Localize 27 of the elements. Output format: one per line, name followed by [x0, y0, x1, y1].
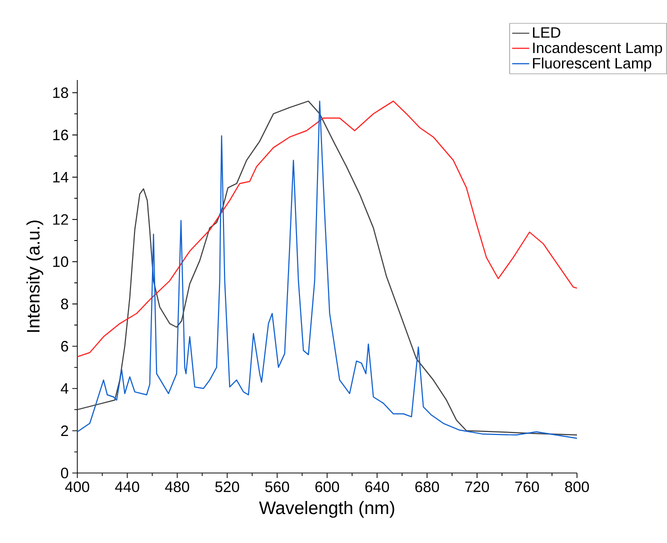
y-tick-label: 2	[61, 425, 68, 436]
x-axis-title: Wavelength (nm)	[259, 501, 394, 518]
y-tick-label: 10	[53, 256, 68, 268]
x-tick-label: 600	[315, 482, 340, 492]
x-tick-label: 640	[365, 482, 390, 492]
legend-label: Fluorescent Lamp	[533, 58, 652, 72]
x-tick-label: 520	[215, 482, 240, 492]
y-tick-label: 4	[60, 383, 68, 394]
x-tick-label: 480	[165, 482, 190, 492]
x-tick-label: 440	[115, 482, 140, 492]
y-tick-label: 0	[61, 468, 68, 478]
x-tick-label: 400	[65, 482, 90, 492]
y-tick-label: 8	[61, 298, 68, 310]
x-tick-label: 800	[565, 482, 589, 492]
x-tick-label: 720	[465, 482, 489, 492]
legend-label: LED	[533, 27, 560, 38]
y-axis-title: Intensity (a.u.)	[26, 220, 44, 332]
y-tick-label: 6	[61, 340, 68, 352]
x-tick-label: 680	[415, 482, 439, 492]
line-series	[76, 100, 578, 358]
y-tick-label: 12	[53, 214, 68, 225]
y-tick-label: 16	[53, 130, 68, 140]
legend-label: Incandescent Lamp	[533, 42, 662, 56]
x-tick-label: 560	[265, 482, 290, 492]
y-tick-label: 18	[53, 87, 68, 98]
x-tick-label: 760	[515, 482, 539, 492]
y-tick-label: 14	[53, 172, 68, 182]
